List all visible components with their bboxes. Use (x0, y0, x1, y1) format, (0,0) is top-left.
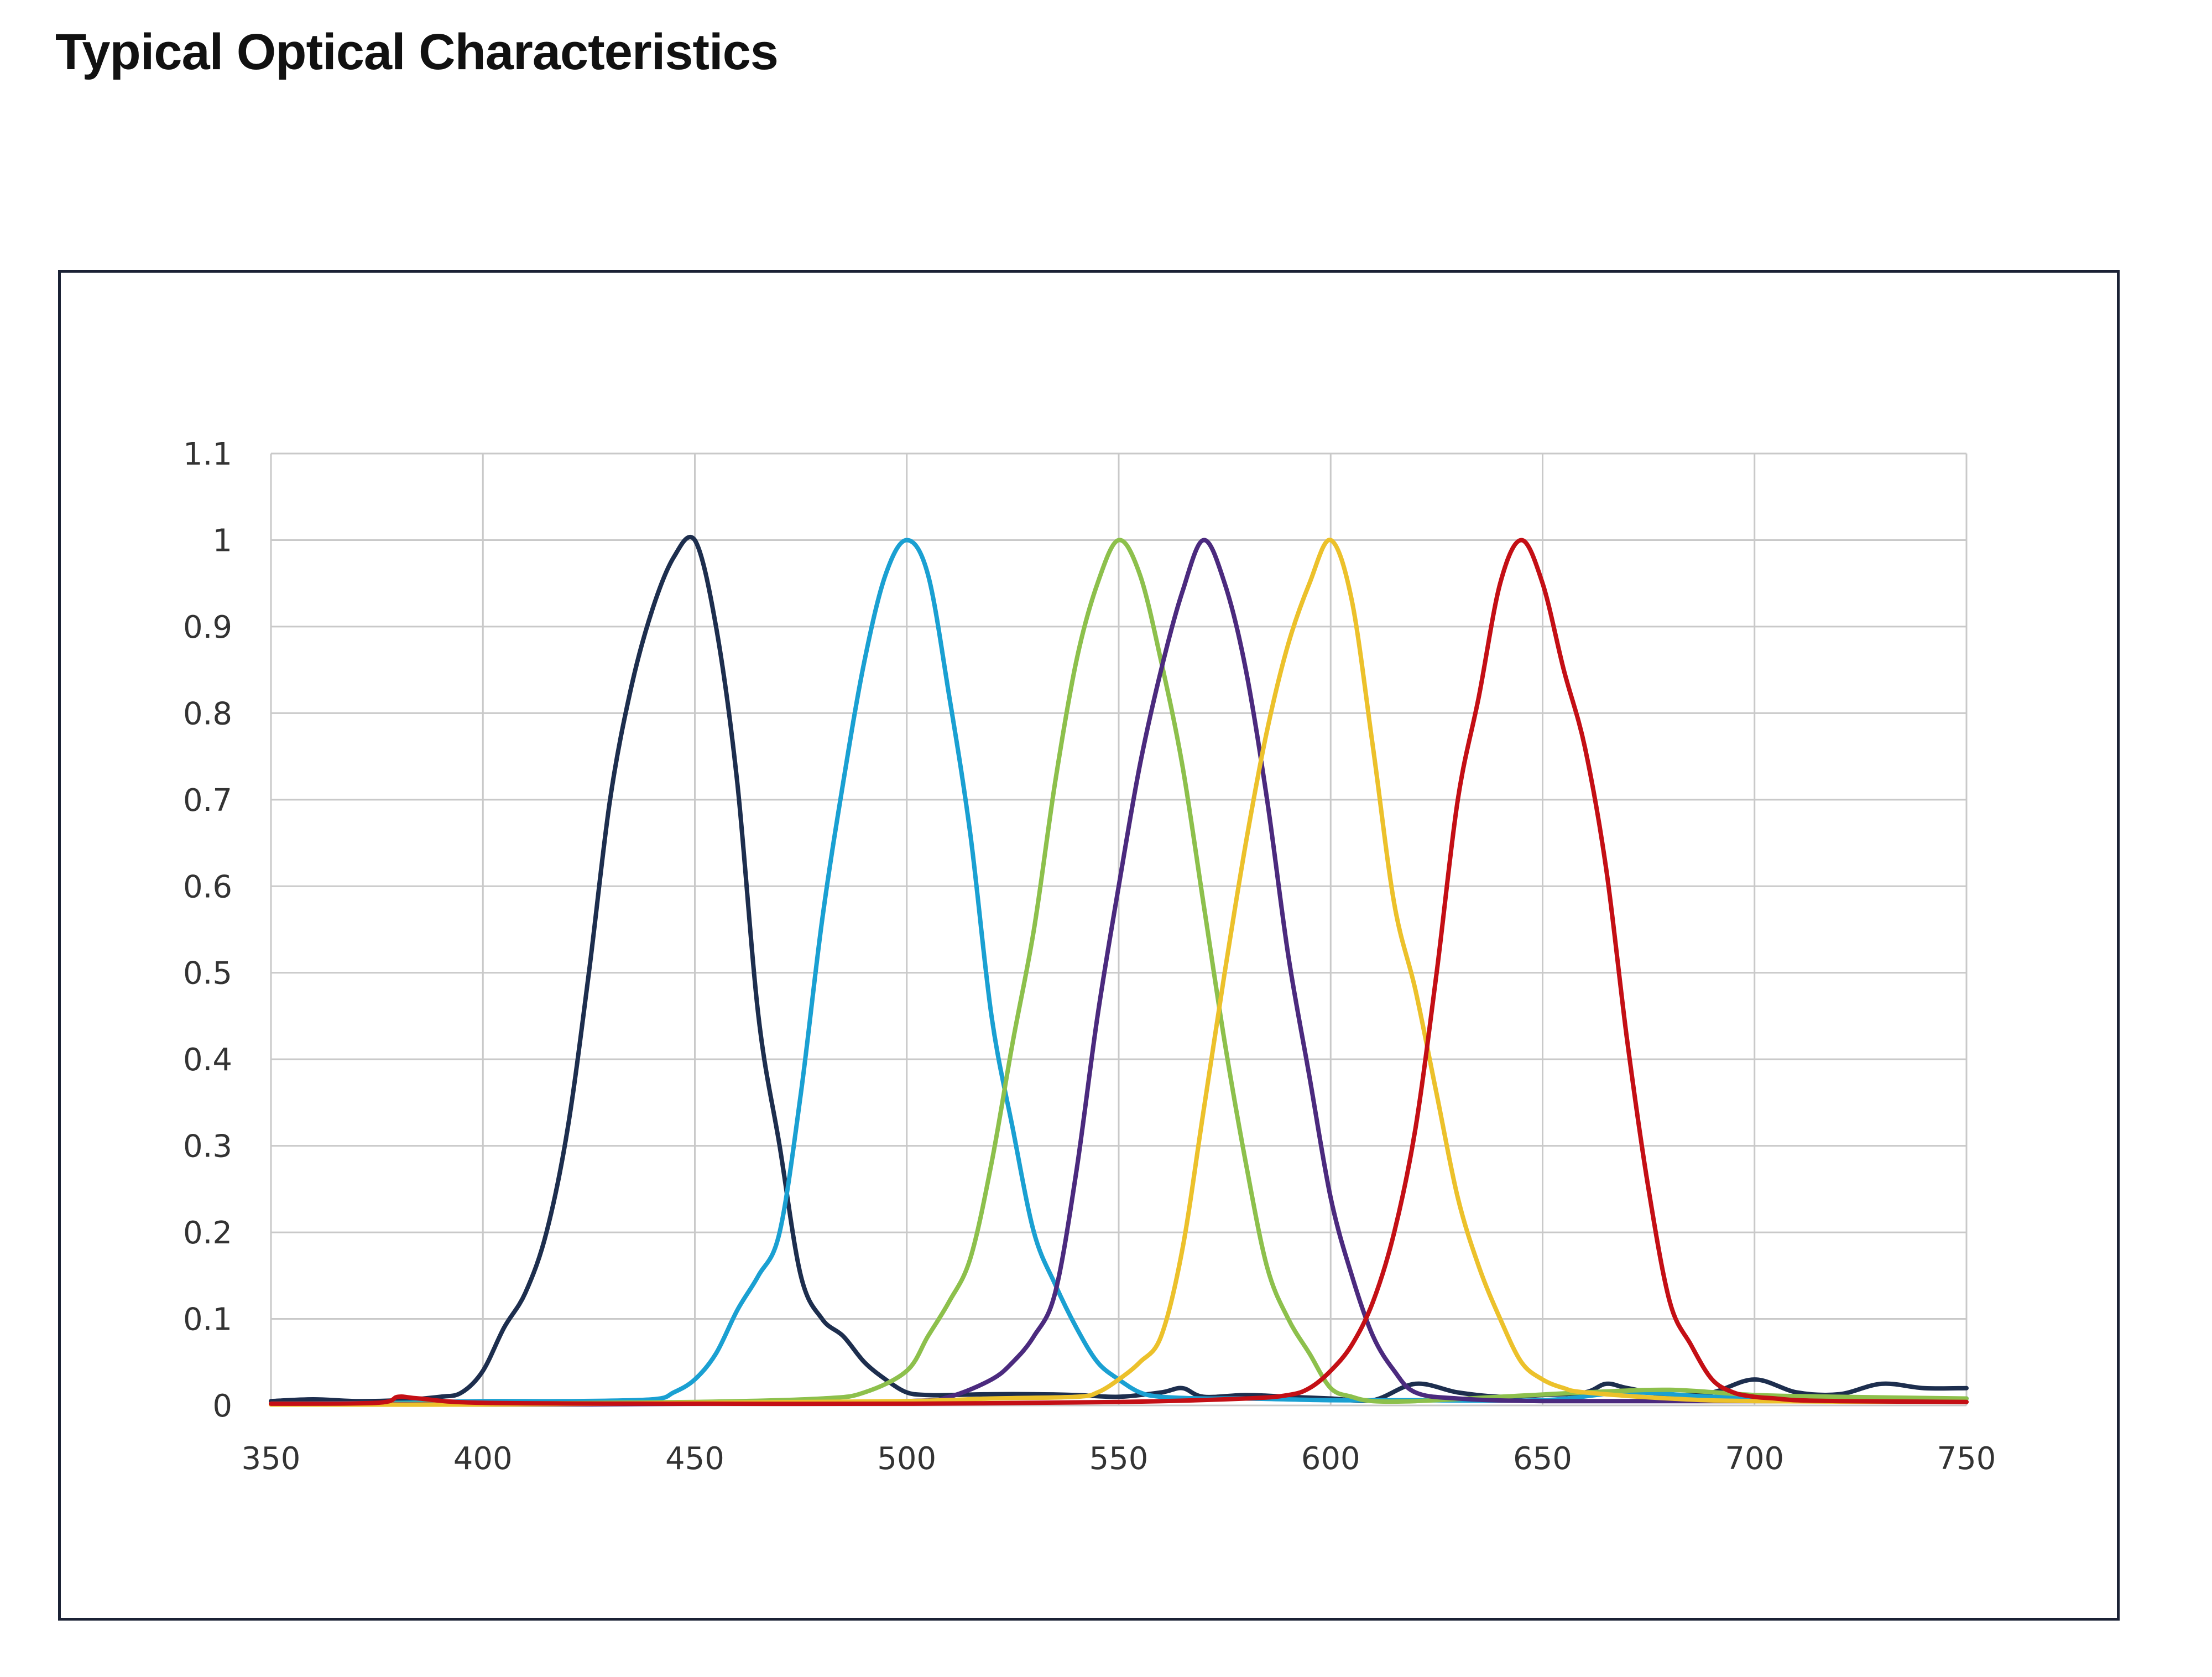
x-tick-label: 550 (1089, 1441, 1149, 1477)
y-tick-label: 0.8 (183, 696, 232, 732)
y-tick-label: 0 (212, 1388, 232, 1424)
x-tick-label: 650 (1513, 1441, 1572, 1477)
x-tick-label: 400 (453, 1441, 513, 1477)
y-tick-label: 0.3 (183, 1129, 232, 1165)
y-tick-label: 0.5 (183, 956, 232, 992)
y-tick-label: 0.9 (183, 610, 232, 645)
x-tick-label: 750 (1937, 1441, 1996, 1477)
series-line-5 (269, 538, 1969, 1407)
x-tick-label: 450 (665, 1441, 724, 1477)
x-axis-tick-labels: 350 400 450 500 550 600 650 700 750 (242, 1441, 1996, 1477)
y-tick-label: 0.1 (183, 1302, 232, 1338)
x-tick-label: 350 (242, 1441, 301, 1477)
y-tick-label: 0.2 (183, 1215, 232, 1251)
y-axis-tick-labels: 0 0.1 0.2 0.3 0.4 0.5 0.6 0.7 0.8 0.9 1 1.1 (183, 436, 232, 1424)
page-title: Typical Optical Characteristics (55, 24, 779, 80)
y-tick-label: 1 (212, 523, 232, 559)
grid-lines (270, 452, 1968, 1407)
y-tick-label: 0.4 (183, 1042, 232, 1078)
series-lines (269, 535, 1969, 1407)
x-tick-label: 600 (1301, 1441, 1360, 1477)
x-tick-label: 500 (877, 1441, 936, 1477)
y-tick-label: 1.1 (183, 436, 232, 472)
x-tick-label: 700 (1725, 1441, 1784, 1477)
series-line-6 (269, 538, 1969, 1407)
y-tick-label: 0.7 (183, 783, 232, 819)
y-tick-label: 0.6 (183, 869, 232, 905)
